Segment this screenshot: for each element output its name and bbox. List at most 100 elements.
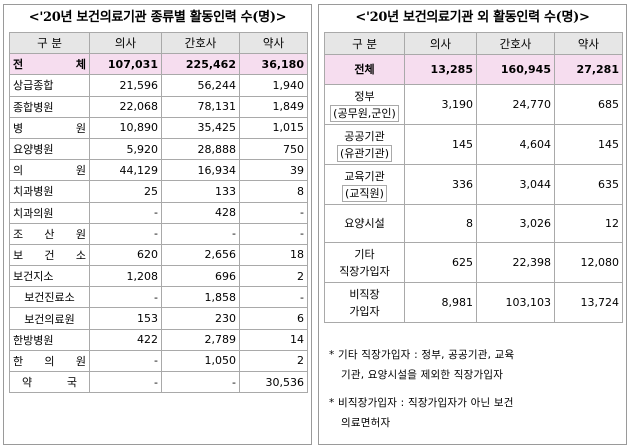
row-label: 보건진료소 bbox=[9, 286, 90, 309]
cell-nurse: 22,398 bbox=[476, 242, 555, 283]
cell-nurse: 428 bbox=[161, 201, 240, 224]
cell-doctor: 5,920 bbox=[89, 137, 162, 161]
cell-nurse: 16,934 bbox=[161, 159, 240, 182]
table-row: 한방병원 422 2,789 14 bbox=[9, 328, 308, 351]
cell-pharmacist: 13,724 bbox=[554, 282, 623, 323]
cell-pharmacist: 750 bbox=[239, 137, 308, 161]
row-label: 보건지소 bbox=[9, 265, 90, 288]
cell-doctor: 44,129 bbox=[89, 159, 162, 182]
table-row: 치과병원 25 133 8 bbox=[9, 180, 308, 203]
cell-pharmacist: - bbox=[239, 286, 308, 309]
cell-pharmacist: 1,015 bbox=[239, 116, 308, 139]
header-doctor: 의사 bbox=[89, 31, 162, 55]
row-label-line1: 교육기관 bbox=[344, 169, 385, 183]
row-label: 의 원 bbox=[9, 159, 90, 182]
cell-nurse: 35,425 bbox=[161, 116, 240, 139]
table-row: 보건의료원 153 230 6 bbox=[9, 307, 308, 330]
row-label: 요양시설 bbox=[324, 204, 405, 243]
cell-nurse: 28,888 bbox=[161, 137, 240, 161]
header-category: 구 분 bbox=[324, 32, 405, 55]
footnote-line1: * 비직장가입자 : 직장가입자가 아닌 보건 bbox=[329, 397, 514, 409]
row-label: 병 원 bbox=[9, 116, 90, 139]
cell-doctor: 1,208 bbox=[89, 265, 162, 288]
cell-doctor: 107,031 bbox=[89, 53, 162, 76]
table-row: 조 산 원 - - - bbox=[9, 222, 308, 245]
left-table: 구 분 의사 간호사 약사 전 체 107,031 225,462 36,180… bbox=[9, 31, 308, 394]
row-label: 보건의료원 bbox=[9, 307, 90, 330]
cell-pharmacist: 6 bbox=[239, 307, 308, 330]
footnote-line2: 기관, 요양시설을 제외한 직장가입자 bbox=[341, 369, 504, 381]
cell-nurse: 3,026 bbox=[476, 204, 555, 243]
right-table: 구 분 의사 간호사 약사 전체 13,285 160,945 27,281 정… bbox=[324, 32, 623, 323]
cell-pharmacist: - bbox=[239, 222, 308, 245]
row-label-line2: 직장가입자 bbox=[339, 264, 390, 278]
cell-doctor: 10,890 bbox=[89, 116, 162, 139]
row-label-line2: 가입자 bbox=[349, 304, 380, 318]
cell-doctor: 22,068 bbox=[89, 95, 162, 118]
cell-pharmacist: 12,080 bbox=[554, 242, 623, 283]
table-row: 요양병원 5,920 28,888 750 bbox=[9, 137, 308, 161]
cell-doctor: 8 bbox=[404, 204, 477, 243]
cell-pharmacist: 18 bbox=[239, 243, 308, 267]
row-label-line2: (유관기관) bbox=[328, 144, 401, 162]
row-label: 치과의원 bbox=[9, 201, 90, 224]
cell-doctor: 336 bbox=[404, 164, 477, 205]
cell-pharmacist: 2 bbox=[239, 349, 308, 373]
row-label: 보 건 소 bbox=[9, 243, 90, 267]
cell-pharmacist: 635 bbox=[554, 164, 623, 205]
cell-nurse: 4,604 bbox=[476, 124, 555, 165]
row-label: 한 의 원 bbox=[9, 349, 90, 373]
cell-nurse: 133 bbox=[161, 180, 240, 203]
header-nurse: 간호사 bbox=[476, 32, 555, 55]
row-label-line1: 비직장 bbox=[349, 287, 380, 301]
table-row: 교육기관 (교직원) 336 3,044 635 bbox=[324, 164, 623, 205]
header-pharmacist: 약사 bbox=[554, 32, 623, 55]
cell-nurse: 24,770 bbox=[476, 84, 555, 125]
right-table-header: 구 분 의사 간호사 약사 bbox=[324, 32, 623, 55]
row-label: 기타 직장가입자 bbox=[324, 242, 405, 283]
header-nurse: 간호사 bbox=[161, 31, 240, 55]
row-label: 정부 (공무원,군인) bbox=[324, 84, 405, 125]
cell-pharmacist: 685 bbox=[554, 84, 623, 125]
table-row: 치과의원 - 428 - bbox=[9, 201, 308, 224]
row-label-line1: 공공기관 bbox=[344, 129, 385, 143]
left-panel-title: <'20년 보건의료기관 종류별 활동인력 수(명)> bbox=[28, 10, 287, 25]
row-label: 치과병원 bbox=[9, 180, 90, 203]
cell-doctor: 153 bbox=[89, 307, 162, 330]
cell-pharmacist: 2 bbox=[239, 265, 308, 288]
row-label: 비직장 가입자 bbox=[324, 282, 405, 323]
row-label: 한방병원 bbox=[9, 328, 90, 351]
cell-doctor: - bbox=[89, 370, 162, 394]
cell-nurse: 225,462 bbox=[161, 53, 240, 76]
row-label-line2: (교직원) bbox=[328, 184, 401, 202]
footnote-non-employees: * 비직장가입자 : 직장가입자가 아닌 보건 의료면허자 bbox=[329, 393, 514, 433]
cell-pharmacist: 1,940 bbox=[239, 74, 308, 97]
cell-pharmacist: 1,849 bbox=[239, 95, 308, 118]
table-row: 의 원 44,129 16,934 39 bbox=[9, 159, 308, 182]
cell-nurse: 696 bbox=[161, 265, 240, 288]
header-doctor: 의사 bbox=[404, 32, 477, 55]
table-row: 종합병원 22,068 78,131 1,849 bbox=[9, 95, 308, 118]
table-row: 보건진료소 - 1,858 - bbox=[9, 286, 308, 309]
table-row: 비직장 가입자 8,981 103,103 13,724 bbox=[324, 282, 623, 323]
row-label: 전 체 bbox=[9, 53, 90, 76]
cell-nurse: - bbox=[161, 370, 240, 394]
cell-nurse: 230 bbox=[161, 307, 240, 330]
row-label-line1: 정부 bbox=[354, 89, 375, 103]
table-row: 약 국 - - 30,536 bbox=[9, 370, 308, 394]
cell-pharmacist: 39 bbox=[239, 159, 308, 182]
cell-pharmacist: - bbox=[239, 201, 308, 224]
table-row: 한 의 원 - 1,050 2 bbox=[9, 349, 308, 373]
cell-pharmacist: 27,281 bbox=[554, 54, 623, 85]
cell-nurse: 2,789 bbox=[161, 328, 240, 351]
cell-doctor: 145 bbox=[404, 124, 477, 165]
header-pharmacist: 약사 bbox=[239, 31, 308, 55]
cell-doctor: - bbox=[89, 222, 162, 245]
row-label-sub: (유관기관) bbox=[336, 144, 393, 162]
row-label: 상급종합 bbox=[9, 74, 90, 97]
cell-nurse: 3,044 bbox=[476, 164, 555, 205]
cell-nurse: 160,945 bbox=[476, 54, 555, 85]
row-label: 약 국 bbox=[9, 370, 90, 394]
row-label: 전체 bbox=[324, 54, 405, 85]
cell-doctor: 620 bbox=[89, 243, 162, 267]
